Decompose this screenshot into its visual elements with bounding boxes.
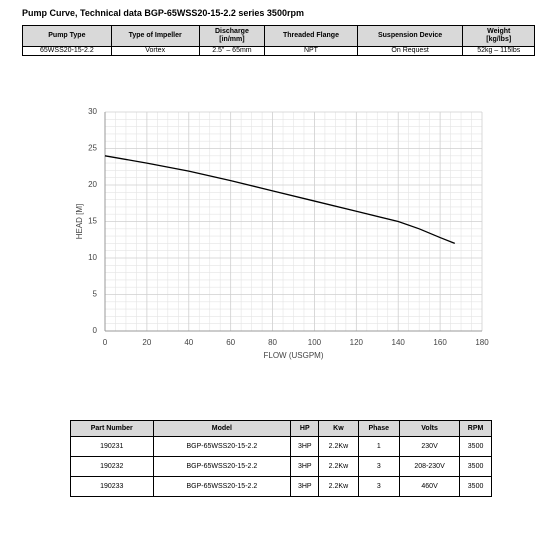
x-tick-label: 60 — [226, 338, 235, 347]
table-cell: 3500 — [459, 476, 492, 497]
table-row: 190233 BGP-65WSS20-15-2.2 3HP 2.2Kw 3 460V 350… — [70, 476, 492, 497]
table-cell: Vortex — [110, 46, 200, 56]
y-tick-label: 30 — [88, 107, 97, 116]
page-title: Pump Curve, Technical data BGP-65WSS20-1… — [22, 8, 304, 18]
table-cell: 3HP — [290, 476, 320, 497]
chart: 0 20 40 60 80 100 120 140 160 180 0 5 10 15 20 25 30 FLOW… — [75, 107, 489, 360]
table-cell: BGP-65WSS20-15-2.2 — [152, 436, 292, 457]
x-tick-label: 40 — [184, 338, 193, 347]
table-cell: 208-230V — [398, 456, 461, 477]
table-cell: 190231 — [70, 436, 154, 457]
table-cell: 190233 — [70, 476, 154, 497]
column-header: Weight [kg/lbs] — [462, 25, 535, 47]
table-cell: 3 — [357, 456, 401, 477]
column-header: Volts — [398, 420, 461, 437]
table-row: 190232 BGP-65WSS20-15-2.2 3HP 2.2Kw 3 208-230… — [70, 456, 492, 477]
column-header: Model — [152, 420, 292, 437]
table-cell: 52kg – 115lbs — [462, 46, 535, 56]
y-tick-label: 10 — [88, 253, 97, 262]
table-cell: On Request — [356, 46, 464, 56]
column-header: HP — [290, 420, 320, 437]
table-row: 190231 BGP-65WSS20-15-2.2 3HP 2.2Kw 1 230V 350… — [70, 436, 492, 457]
x-tick-label: 180 — [475, 338, 489, 347]
table-cell: 3HP — [290, 436, 320, 457]
table-cell: NPT — [264, 46, 358, 56]
y-tick-label: 20 — [88, 180, 97, 189]
column-header: Threaded Flange — [264, 25, 358, 47]
x-tick-label: 140 — [392, 338, 406, 347]
table-cell: 230V — [398, 436, 461, 457]
y-tick-label: 25 — [88, 144, 97, 153]
table-row: 65WSS20-15-2.2 Vortex 2.5" – 65mm NPT On Req… — [22, 46, 535, 56]
table-cell: 3HP — [290, 456, 320, 477]
table-cell: 3 — [357, 476, 401, 497]
table-cell: 460V — [398, 476, 461, 497]
table-cell: 3500 — [459, 436, 492, 457]
y-tick-label: 0 — [93, 326, 98, 335]
x-tick-label: 160 — [433, 338, 447, 347]
y-tick-label: 5 — [93, 290, 98, 299]
x-tick-label: 80 — [268, 338, 277, 347]
table-cell: 190232 — [70, 456, 154, 477]
x-tick-label: 0 — [103, 338, 108, 347]
column-header: Kw — [318, 420, 359, 437]
column-header: Type of Impeller — [110, 25, 200, 47]
x-axis-label: FLOW (USGPM) — [264, 351, 324, 360]
table-cell: 2.2Kw — [318, 436, 359, 457]
column-header: Part Number — [70, 420, 154, 437]
table-cell: BGP-65WSS20-15-2.2 — [152, 456, 292, 477]
table-cell: 2.2Kw — [318, 456, 359, 477]
x-tick-label: 100 — [308, 338, 322, 347]
parts-table: Part Number Model HP Kw Phase Volts RPM 190231 B… — [70, 420, 492, 497]
y-axis-label: HEAD [M] — [75, 204, 84, 240]
table-cell: 1 — [357, 436, 401, 457]
table-cell: BGP-65WSS20-15-2.2 — [152, 476, 292, 497]
x-tick-label: 120 — [350, 338, 364, 347]
column-header: Phase — [357, 420, 401, 437]
column-header: Pump Type — [22, 25, 112, 47]
table-cell: 3500 — [459, 456, 492, 477]
y-tick-label: 15 — [88, 217, 97, 226]
tech-table: Pump Type Type of Impeller Discharge [in/m… — [22, 25, 535, 56]
table-cell: 2.2Kw — [318, 476, 359, 497]
column-header: RPM — [459, 420, 492, 437]
curve — [104, 155, 456, 245]
x-tick-label: 20 — [142, 338, 151, 347]
